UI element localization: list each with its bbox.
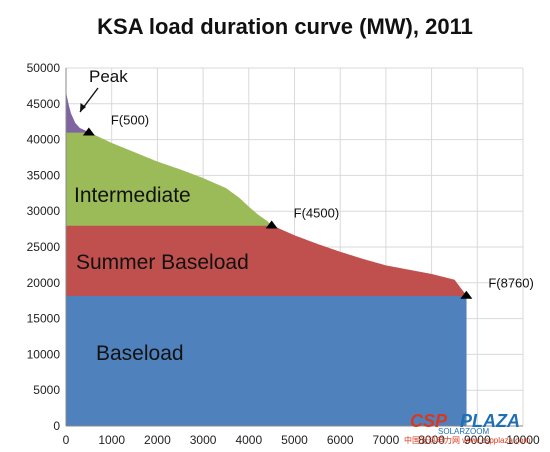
y-tick-label-8: 40000 — [27, 133, 61, 147]
watermark-site: SOLARZOOM — [438, 427, 489, 436]
peak-label: Peak — [89, 67, 128, 86]
axes — [65, 68, 523, 427]
y-tick-label-1: 5000 — [33, 383, 60, 397]
y-tick-label-4: 20000 — [27, 276, 61, 290]
watermark-brand-right: PLAZA — [460, 411, 520, 431]
x-tick-label-10: 10000 — [506, 433, 540, 447]
y-tick-label-3: 15000 — [27, 312, 61, 326]
y-tick-label-2: 10000 — [27, 347, 61, 361]
x-tick-label-4: 4000 — [235, 433, 262, 447]
region-labels: Peak Intermediate Summer Baseload Baselo… — [74, 67, 249, 365]
x-axis-ticks: 0 1000 2000 3000 4000 5000 6000 7000 8000 9000 100… — [63, 433, 540, 447]
point-label-1: F(4500) — [294, 206, 340, 221]
area-intermediate — [65, 132, 271, 226]
x-tick-label-5: 5000 — [281, 433, 308, 447]
y-tick-label-7: 35000 — [27, 168, 61, 182]
baseload-label: Baseload — [96, 342, 184, 365]
watermark-sub: 中国光热电力网 www.cspplaza.com — [404, 435, 531, 445]
point-marker-0 — [82, 127, 95, 136]
y-tick-label-0: 0 — [53, 419, 60, 433]
y-tick-label-5: 25000 — [27, 240, 61, 254]
x-tick-label-2: 2000 — [144, 433, 171, 447]
peak-arrow-head — [80, 103, 86, 112]
x-tick-label-0: 0 — [63, 433, 70, 447]
summer-baseload-label: Summer Baseload — [76, 251, 249, 274]
area-regions — [65, 93, 467, 427]
intermediate-label: Intermediate — [74, 184, 191, 207]
x-tick-label-7: 7000 — [373, 433, 400, 447]
x-tick-label-1: 1000 — [98, 433, 125, 447]
y-tick-label-10: 50000 — [27, 61, 61, 75]
curve-point-markers: F(500) F(4500) F(8760) — [82, 112, 534, 299]
area-peak — [65, 93, 89, 133]
chart-title: KSA load duration curve (MW), 2011 — [97, 14, 473, 39]
point-marker-1 — [265, 220, 278, 229]
point-label-0: F(500) — [111, 112, 149, 127]
point-marker-2 — [460, 290, 473, 299]
y-tick-label-9: 45000 — [27, 97, 61, 111]
watermark-brand-left: CSP — [410, 411, 448, 431]
y-tick-label-6: 30000 — [27, 204, 61, 218]
x-tick-label-8: 8000 — [418, 433, 445, 447]
watermark: CSP PLAZA SOLARZOOM 中国光热电力网 www.cspplaza… — [404, 411, 531, 445]
x-tick-label-3: 3000 — [190, 433, 217, 447]
x-tick-label-6: 6000 — [327, 433, 354, 447]
x-tick-label-9: 9000 — [464, 433, 491, 447]
y-axis-ticks: 0 5000 10000 15000 20000 25000 30000 35000 40000… — [27, 61, 61, 433]
point-label-2: F(8760) — [488, 276, 534, 291]
